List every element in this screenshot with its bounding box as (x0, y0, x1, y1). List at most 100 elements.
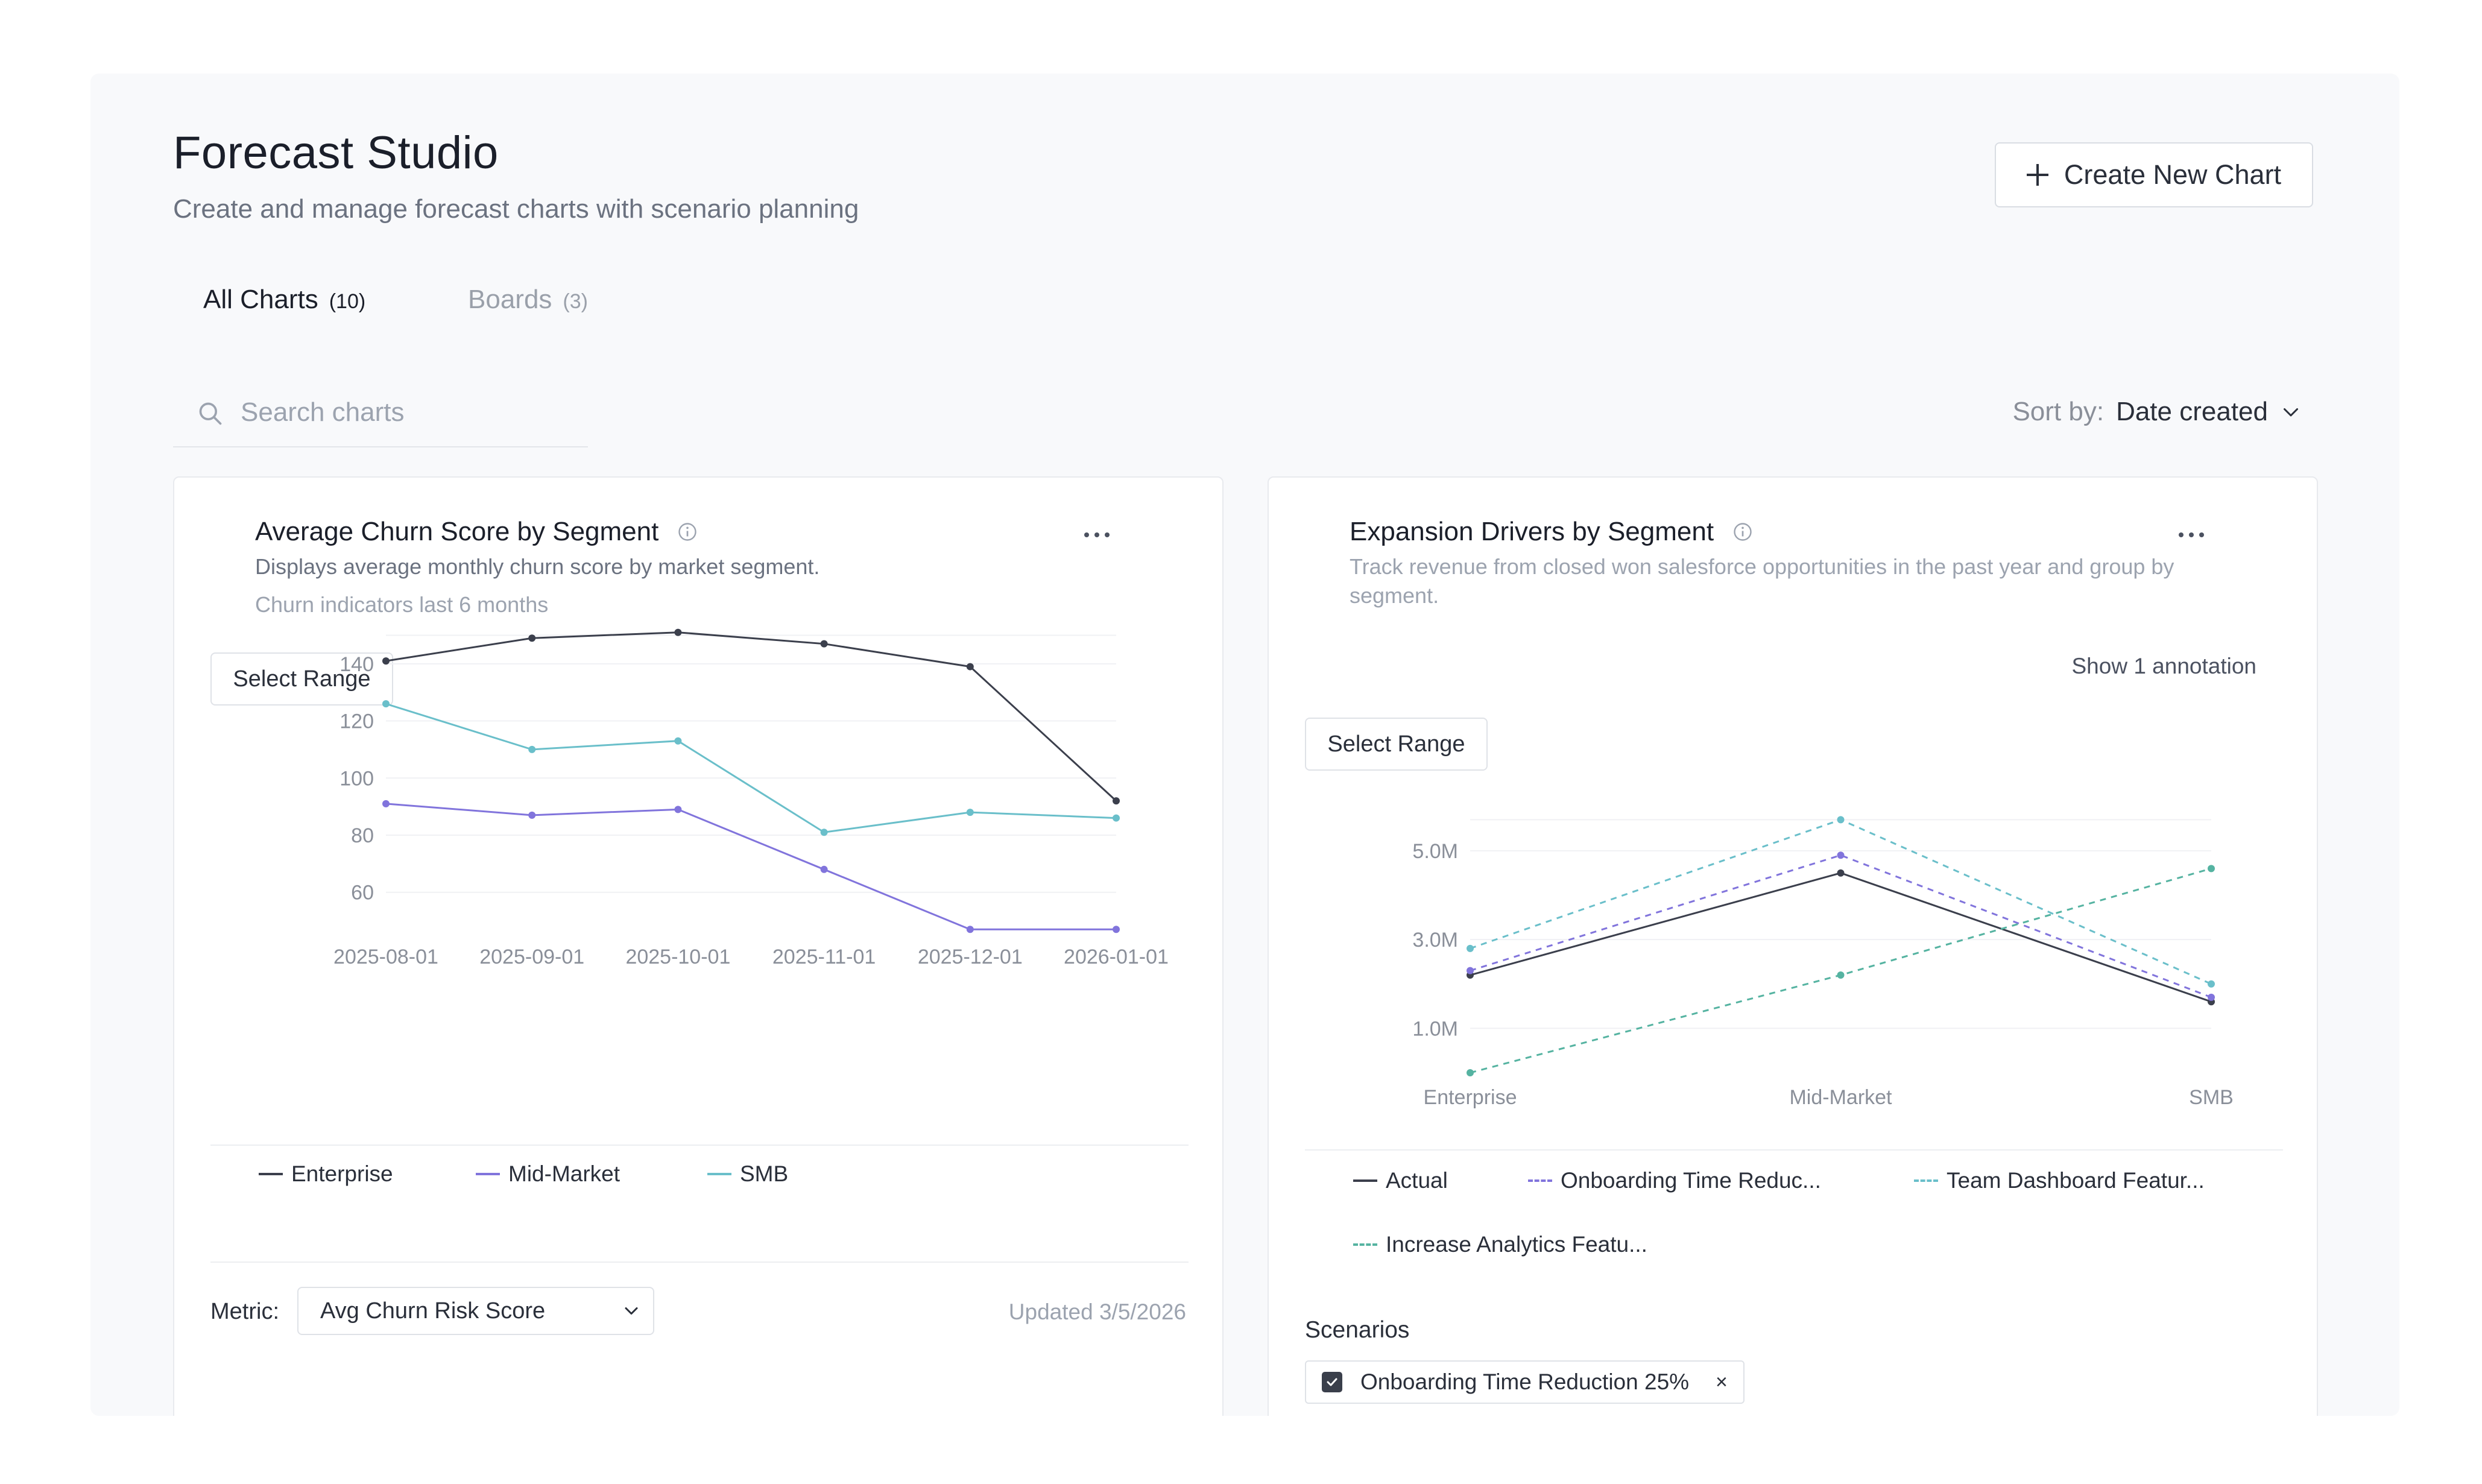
data-point (2208, 980, 2215, 988)
x-tick-label: 2025-08-01 (333, 946, 438, 968)
legend-label: Enterprise (291, 1161, 393, 1186)
legend-item-smb[interactable]: SMB (707, 1161, 788, 1187)
x-tick-label: 2025-12-01 (918, 946, 1023, 968)
metric-label: Metric: (210, 1299, 279, 1324)
chevron-down-icon (2284, 408, 2298, 417)
series-line-smb (385, 703, 1117, 833)
churn-line-chart: 60 80 100 120 140 2025-08-01 2025-09-01 2025-10… (333, 628, 1169, 968)
series-line-actual (1470, 872, 2212, 1003)
select-range-button[interactable]: Select Range (210, 652, 393, 706)
data-point (1837, 816, 1845, 824)
card-description: Displays average monthly churn score by … (255, 554, 820, 579)
legend-swatch (476, 1173, 500, 1175)
legend-item-enterprise[interactable]: Enterprise (259, 1161, 393, 1187)
legend-label: Team Dashboard Featur... (1947, 1168, 2205, 1193)
data-point (820, 829, 828, 836)
legend-item-mid-market[interactable]: Mid-Market (476, 1161, 620, 1187)
y-tick-label: 5.0M (1412, 840, 1458, 863)
sort-label: Sort by: (2012, 397, 2105, 426)
info-icon[interactable] (1732, 521, 1754, 543)
data-point (1113, 814, 1120, 822)
tab-all-charts-count: (10) (329, 290, 366, 313)
series-line-increase-analytics-featu- (1470, 867, 2212, 1074)
tab-boards[interactable]: Boards (3) (468, 285, 588, 315)
data-point (674, 628, 682, 636)
legend-item-team-dashboard[interactable]: Team Dashboard Featur... (1914, 1168, 2205, 1193)
data-point (966, 809, 974, 816)
card-subtitle: Churn indicators last 6 months (255, 592, 549, 617)
more-horizontal-icon[interactable] (1079, 526, 1115, 544)
data-point (1113, 797, 1120, 805)
sort-control[interactable]: Sort by: Date created (2012, 397, 2302, 427)
data-point (2208, 993, 2215, 1001)
show-annotation-link[interactable]: Show 1 annotation (2071, 654, 2256, 678)
chart-card-churn: Average Churn Score by Segment Displays … (173, 476, 1224, 1416)
x-tick-label: Mid-Market (1789, 1086, 1892, 1109)
metric-select[interactable]: Avg Churn Risk Score (297, 1287, 654, 1335)
expansion-line-chart: 1.0M 3.0M 5.0M Enterprise Mid-Market SMB (1412, 816, 2234, 1109)
legend-item-actual[interactable]: Actual (1353, 1168, 1448, 1193)
data-point (382, 800, 390, 807)
y-tick-label: 80 (351, 824, 374, 847)
legend-swatch (259, 1173, 283, 1175)
card-title-text: Expansion Drivers by Segment (1350, 517, 1714, 546)
scenario-chip-label: Onboarding Time Reduction 25% (1360, 1369, 1690, 1394)
y-tick-label: 60 (351, 882, 374, 905)
checkbox-checked-icon[interactable] (1322, 1372, 1342, 1392)
legend-swatch (707, 1173, 731, 1175)
info-icon[interactable] (677, 521, 698, 543)
data-point (528, 811, 536, 819)
data-point (966, 663, 974, 671)
x-tick-label: 2025-09-01 (479, 946, 584, 968)
data-point (1467, 1069, 1474, 1076)
tab-all-charts-label: All Charts (203, 285, 318, 314)
data-point (820, 865, 828, 873)
data-point (820, 640, 828, 648)
search-bar (173, 375, 588, 447)
tab-boards-label: Boards (468, 285, 552, 314)
legend-label: Onboarding Time Reduc... (1561, 1168, 1821, 1193)
series-line-enterprise (385, 631, 1117, 802)
chart-plot-group: 60 80 100 120 140 2025-08-01 2025-09-01 2025-10… (333, 628, 1169, 968)
data-point (674, 806, 682, 813)
tab-all-charts[interactable]: All Charts (10) (203, 285, 365, 315)
legend-item-increase-analytics[interactable]: Increase Analytics Featu... (1353, 1232, 1647, 1257)
data-point (528, 745, 536, 753)
card-title: Average Churn Score by Segment (255, 517, 698, 547)
card-title-text: Average Churn Score by Segment (255, 517, 659, 546)
close-icon[interactable]: × (1716, 1370, 1728, 1394)
legend-label: SMB (740, 1161, 789, 1186)
legend-label: Mid-Market (508, 1161, 620, 1186)
search-input[interactable] (239, 392, 579, 433)
data-point (1837, 971, 1845, 979)
sort-value: Date created (2116, 397, 2268, 426)
x-tick-label: 2025-10-01 (625, 946, 730, 968)
search-icon (199, 402, 222, 425)
x-tick-label: Enterprise (1424, 1086, 1517, 1109)
updated-timestamp: Updated 3/5/2026 (1008, 1299, 1186, 1324)
data-point (1837, 869, 1845, 877)
legend-divider-top (210, 1145, 1189, 1146)
legend-swatch (1353, 1179, 1377, 1182)
series-line-onboarding-time-reduc- (1470, 854, 2212, 999)
y-tick-label: 100 (339, 767, 374, 790)
legend-divider-top (1305, 1149, 2283, 1151)
create-new-chart-button[interactable]: Create New Chart (1995, 142, 2313, 207)
chevron-down-icon (625, 1307, 638, 1315)
more-horizontal-icon[interactable] (2173, 526, 2209, 544)
x-tick-label: 2026-01-01 (1064, 946, 1169, 968)
data-point (1113, 926, 1120, 933)
select-range-button[interactable]: Select Range (1305, 718, 1488, 771)
scenario-chip: Onboarding Time Reduction 25% × (1305, 1360, 1745, 1404)
plus-icon (2026, 164, 2048, 186)
legend-item-onboarding[interactable]: Onboarding Time Reduc... (1528, 1168, 1821, 1193)
y-tick-label: 3.0M (1412, 929, 1458, 952)
series-line-mid-market (385, 803, 1116, 930)
legend-label: Actual (1386, 1168, 1448, 1193)
x-tick-label: 2025-11-01 (772, 946, 876, 968)
page-subtitle: Create and manage forecast charts with s… (173, 194, 859, 224)
legend-divider-bottom (210, 1261, 1189, 1263)
legend-swatch (1528, 1179, 1552, 1182)
series-line-team-dashboard-featur- (1470, 818, 2212, 985)
legend-swatch (1914, 1179, 1938, 1182)
